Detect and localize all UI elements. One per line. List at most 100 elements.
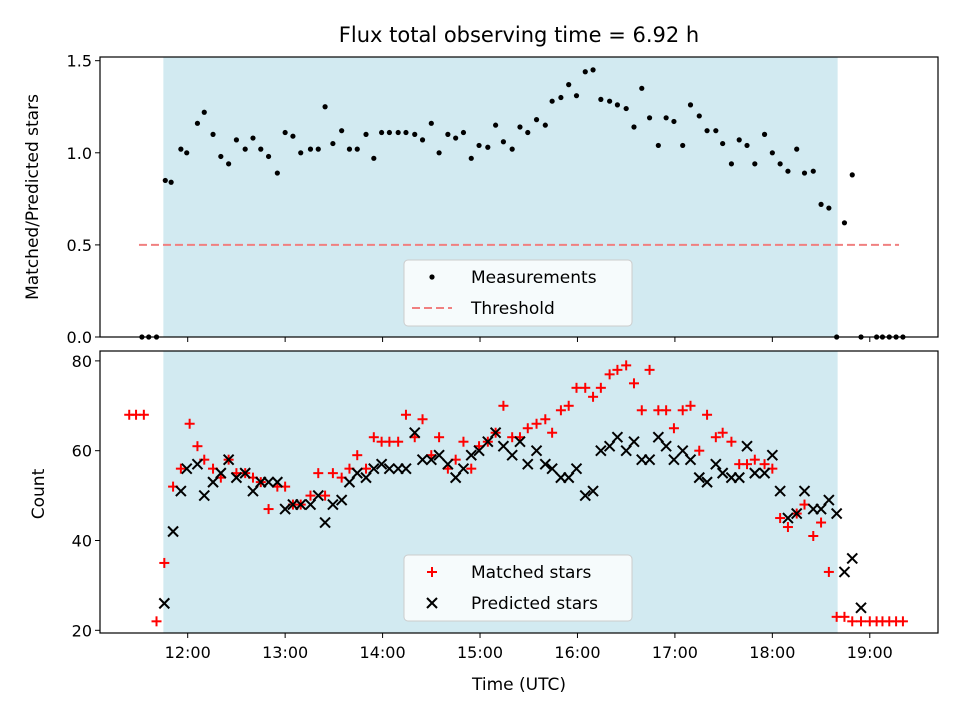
top-y-tick-label: 1.5 (67, 52, 92, 71)
predicted-stars-point (791, 507, 803, 520)
predicted-stars-point (343, 476, 356, 488)
matched-stars-point (192, 441, 203, 452)
bottom-x-ticks: 12:00 13:00 14:00 15:00 16:00 17:00 18:00 19:00 (165, 633, 893, 662)
top-marks (138, 67, 906, 340)
chart-title: Flux total observing time = 6.92 h (339, 23, 699, 47)
predicted-stars-point (230, 471, 243, 484)
predicted-stars-point (620, 444, 632, 457)
measurements-point (428, 120, 434, 126)
predicted-stars-point (782, 512, 794, 524)
measurements-point (453, 135, 459, 141)
top-y-axis-label: Matched/Predicted stars (23, 94, 43, 300)
measurements-point (558, 94, 564, 101)
matched-stars-point (897, 616, 908, 627)
predicted-stars-point (628, 435, 640, 448)
measurements-point (445, 131, 451, 137)
predicted-stars-point (375, 458, 388, 470)
measurements-point (242, 146, 248, 152)
top-axes-frame (99, 56, 939, 338)
bottom-y-tick-label: 80 (72, 352, 92, 371)
predicted-stars-point (716, 467, 729, 479)
measurements-point (663, 115, 669, 121)
bottom-marks (124, 360, 908, 627)
matched-stars-point (816, 517, 827, 528)
x-tick-label: 18:00 (749, 643, 795, 662)
measurements-point (542, 122, 548, 128)
top-panel: 0.0 0.5 1.0 1.5 Matched/Predicted stars Mea… (23, 52, 939, 347)
measurements-point (704, 128, 710, 134)
measurements-point (785, 168, 791, 174)
measurements-point (194, 120, 201, 126)
measurements-point (826, 205, 832, 211)
measurements-point (379, 129, 385, 136)
predicted-stars-point (457, 462, 470, 475)
predicted-stars-point (482, 435, 494, 448)
matched-stars-point (159, 557, 170, 568)
bottom-legend: Matched stars Predicted stars (403, 554, 633, 622)
predicted-stars-point (611, 431, 624, 443)
top-x-ticks (187, 337, 871, 342)
predicted-stars-point (539, 458, 552, 470)
predicted-stars-point (823, 494, 835, 506)
predicted-stars-point (514, 435, 526, 448)
predicted-stars-point (222, 453, 235, 466)
x-tick-label: 14:00 (360, 643, 406, 662)
predicted-stars-point (652, 431, 665, 443)
measurements-point (419, 137, 426, 143)
x-tick-label: 13:00 (262, 643, 308, 662)
predicted-stars-point (433, 449, 445, 461)
predicted-stars-point (473, 444, 485, 457)
matched-stars-point (710, 432, 721, 443)
matched-stars-point (595, 382, 606, 393)
matched-stars-point (531, 418, 542, 429)
predicted-stars-point (319, 516, 331, 529)
predicted-stars-point (733, 471, 745, 484)
top-y-ticks: 0.0 0.5 1.0 1.5 (67, 52, 100, 347)
measurements-point (566, 82, 572, 88)
x-tick-label: 12:00 (165, 643, 211, 662)
measurements-point (354, 146, 360, 152)
measurements-point (339, 128, 345, 134)
predicted-stars-point (167, 525, 179, 538)
measurements-point (460, 129, 467, 136)
predicted-stars-point (191, 458, 204, 470)
matched-stars-point (175, 463, 186, 474)
measurements-point (614, 102, 621, 108)
predicted-stars-point (660, 440, 672, 452)
measurements-point (631, 124, 637, 130)
matched-stars-point (571, 382, 582, 393)
measurements-point (162, 177, 168, 184)
measurements-point (639, 85, 645, 91)
predicted-stars-point (215, 467, 227, 479)
measurements-point (274, 170, 280, 176)
predicted-stars-point (562, 471, 575, 484)
predicted-stars-point (815, 503, 827, 515)
measurements-point (696, 113, 702, 119)
predicted-stars-point (181, 462, 193, 475)
measurements-point (801, 170, 808, 176)
measurements-point (818, 201, 824, 207)
predicted-stars-point (409, 427, 421, 439)
predicted-stars-point (530, 444, 543, 457)
measurements-point (412, 131, 418, 137)
matched-stars-point (313, 468, 324, 479)
matched-stars-legend-handle (427, 567, 437, 577)
matched-stars-point (305, 490, 316, 501)
bottom-legend-box (403, 554, 633, 622)
measurements-legend-handle (429, 274, 435, 280)
matched-stars-legend-label: Matched stars (471, 563, 591, 583)
predicted-stars-point (383, 462, 396, 475)
matched-stars-point (352, 450, 363, 461)
bottom-y-tick-label: 40 (72, 531, 92, 550)
predicted-stars-point (643, 453, 656, 466)
matched-stars-point (839, 611, 850, 622)
matched-stars-point (749, 454, 760, 465)
bottom-y-tick-label: 60 (72, 442, 92, 461)
predicted-stars-point (279, 503, 291, 515)
predicted-stars-legend-handle (426, 597, 438, 609)
predicted-stars-point (295, 498, 307, 511)
matched-stars-point (604, 369, 615, 380)
measurements-point (671, 118, 677, 125)
measurements-point (841, 220, 848, 226)
